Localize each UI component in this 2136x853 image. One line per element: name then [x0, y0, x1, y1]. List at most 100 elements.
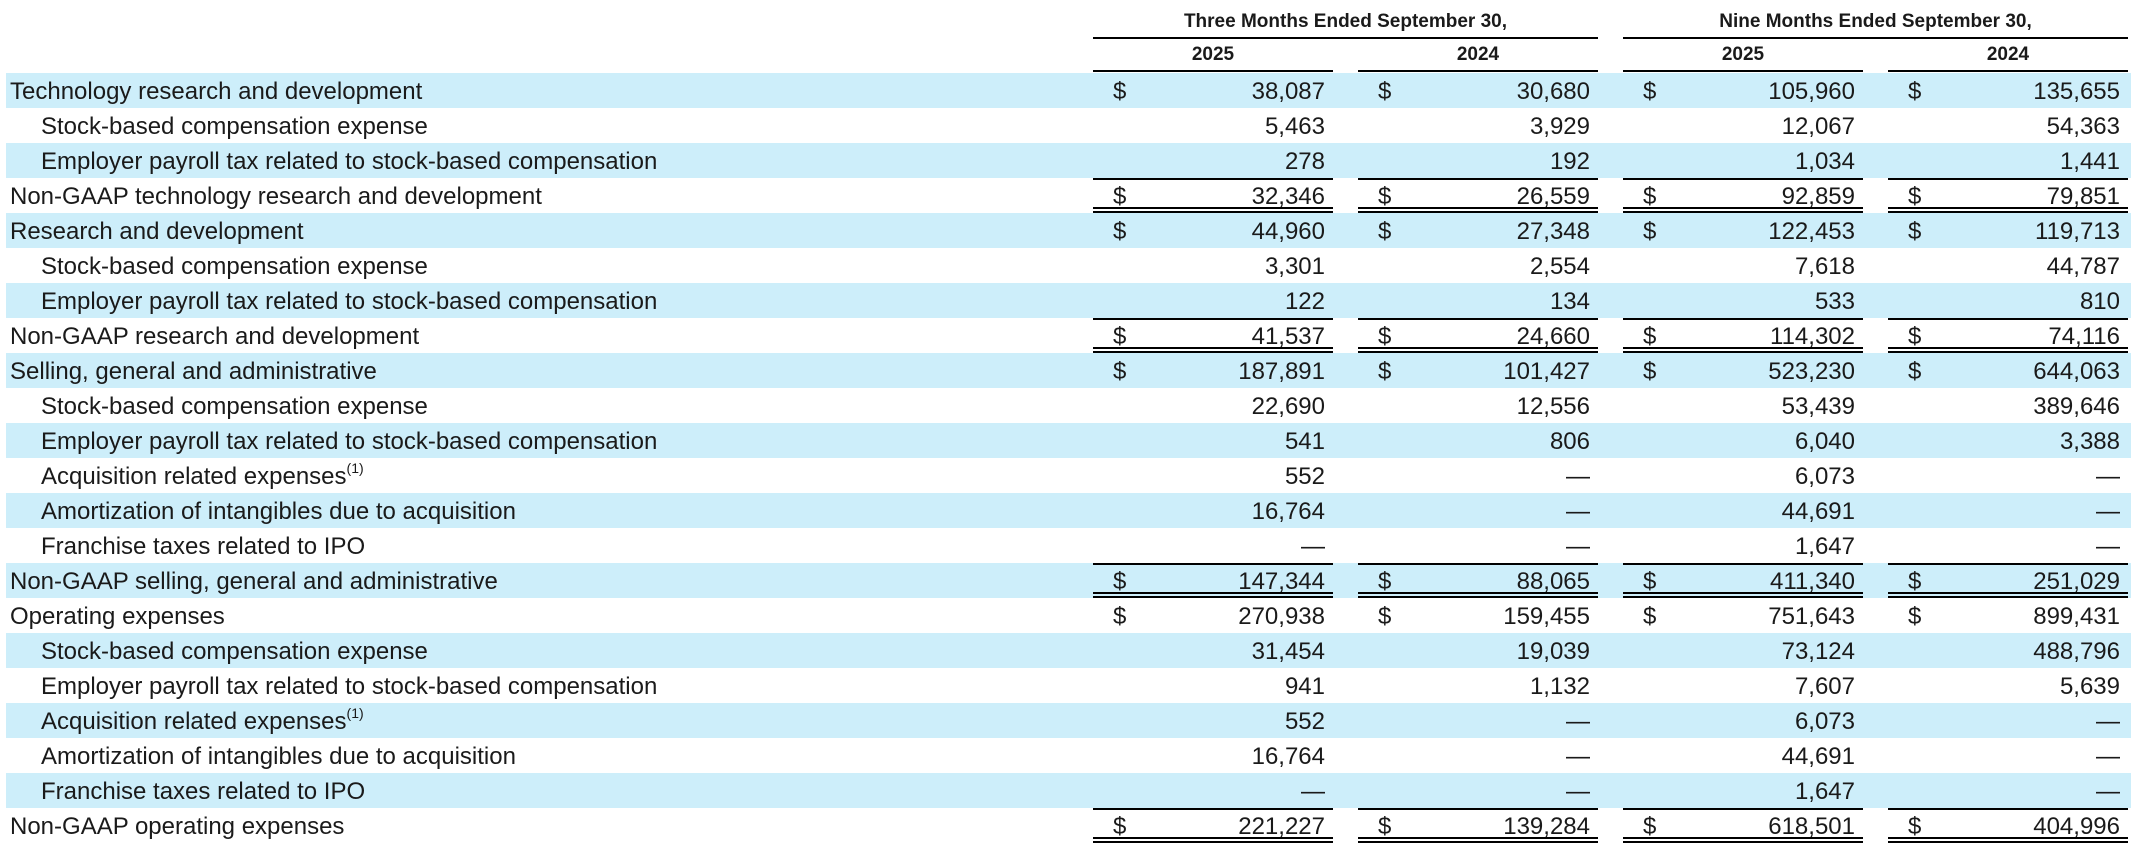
row-label: Non-GAAP operating expenses — [10, 808, 344, 843]
table-row: Non-GAAP technology research and develop… — [6, 178, 2131, 213]
table-row: Acquisition related expenses(1) 552 — 6,073… — [6, 703, 2131, 738]
cell-value: — — [1566, 498, 1590, 525]
row-label-text: Research and development — [10, 218, 304, 245]
row-label-text: Operating expenses — [10, 603, 225, 630]
cell-value: 6,073 — [1794, 463, 1855, 490]
dollar-sign: $ — [1908, 358, 1922, 385]
table-row: Stock-based compensation expense 31,454 19… — [6, 633, 2131, 668]
value-cell: 12,067 — [1623, 108, 1863, 143]
cell-value: 41,537 — [1251, 323, 1325, 350]
subtotal-rule — [1358, 563, 1598, 565]
cell-value: 114,302 — [1770, 323, 1855, 350]
cell-value: 1,034 — [1794, 148, 1855, 175]
cell-value: 6,073 — [1794, 708, 1855, 735]
cell-value: 899,431 — [2033, 603, 2120, 630]
dollar-sign: $ — [1643, 603, 1657, 630]
value-cell: 3,301 — [1093, 248, 1333, 283]
cell-value: 122,453 — [1768, 218, 1855, 245]
cell-value: — — [1566, 743, 1590, 770]
year-header: 2025 — [1721, 44, 1765, 65]
dollar-sign: $ — [1908, 78, 1922, 105]
value-cell: 12,556 — [1358, 388, 1598, 423]
total-double-rule — [1358, 207, 1598, 213]
table-row: Stock-based compensation expense 22,690 12… — [6, 388, 2131, 423]
cell-value: 19,039 — [1516, 638, 1590, 665]
value-cell: 7,607 — [1623, 668, 1863, 703]
cell-value: 38,087 — [1251, 78, 1325, 105]
total-double-rule — [1623, 347, 1863, 353]
value-cell: — — [1093, 528, 1333, 563]
row-label: Stock-based compensation expense — [41, 108, 428, 143]
table-row: Stock-based compensation expense 3,301 2,5… — [6, 248, 2131, 283]
value-cell: 941 — [1093, 668, 1333, 703]
cell-value: 278 — [1284, 148, 1325, 175]
table-row: Research and development $44,960 $27,348 $1… — [6, 213, 2131, 248]
value-cell: $523,230 — [1623, 353, 1863, 388]
value-cell: 2,554 — [1358, 248, 1598, 283]
total-double-rule — [1888, 837, 2128, 843]
cell-value: 618,501 — [1768, 813, 1855, 840]
value-cell: 5,463 — [1093, 108, 1333, 143]
value-cell: 533 — [1623, 283, 1863, 318]
total-double-rule — [1358, 837, 1598, 843]
total-double-rule — [1093, 347, 1333, 353]
cell-value: 16,764 — [1251, 498, 1325, 525]
total-double-rule — [1623, 592, 1863, 598]
dollar-sign: $ — [1113, 218, 1127, 245]
row-label: Franchise taxes related to IPO — [41, 528, 365, 563]
cell-value: — — [2096, 463, 2120, 490]
row-label-text: Amortization of intangibles due to acqui… — [41, 743, 516, 770]
cell-value: 119,713 — [2035, 218, 2120, 245]
value-cell: 1,441 — [1888, 143, 2128, 178]
year-header-rule — [1888, 70, 2128, 72]
value-cell: 488,796 — [1888, 633, 2128, 668]
row-label-text: Stock-based compensation expense — [41, 113, 428, 140]
subtotal-rule — [1358, 318, 1598, 320]
row-label: Non-GAAP selling, general and administra… — [10, 563, 498, 598]
value-cell: $404,996 — [1888, 808, 2128, 843]
cell-value: 6,040 — [1794, 428, 1855, 455]
group-header-three-months: Three Months Ended September 30, — [1183, 11, 1508, 32]
row-label: Employer payroll tax related to stock-ba… — [41, 668, 657, 703]
value-cell: $751,643 — [1623, 598, 1863, 633]
table-row: Non-GAAP selling, general and administra… — [6, 563, 2131, 598]
value-cell: 1,034 — [1623, 143, 1863, 178]
value-cell: $159,455 — [1358, 598, 1598, 633]
group-header-rule — [1623, 37, 2128, 39]
value-cell: 44,691 — [1623, 493, 1863, 528]
dollar-sign: $ — [1378, 183, 1392, 210]
row-label-text: Non-GAAP operating expenses — [10, 813, 345, 840]
dollar-sign: $ — [1908, 218, 1922, 245]
cell-value: — — [1301, 778, 1325, 805]
dollar-sign: $ — [1908, 568, 1922, 595]
cell-value: 221,227 — [1238, 813, 1325, 840]
dollar-sign: $ — [1113, 78, 1127, 105]
cell-value: 941 — [1284, 673, 1325, 700]
dollar-sign: $ — [1643, 183, 1657, 210]
value-cell: $101,427 — [1358, 353, 1598, 388]
cell-value: 187,891 — [1238, 358, 1325, 385]
cell-value: 3,388 — [2059, 428, 2120, 455]
cell-value: 44,691 — [1781, 743, 1855, 770]
row-label: Stock-based compensation expense — [41, 248, 428, 283]
row-label-text: Employer payroll tax related to stock-ba… — [41, 148, 658, 175]
value-cell: — — [1888, 493, 2128, 528]
row-label: Stock-based compensation expense — [41, 633, 428, 668]
cell-value: 22,690 — [1251, 393, 1325, 420]
dollar-sign: $ — [1643, 218, 1657, 245]
dollar-sign: $ — [1378, 603, 1392, 630]
value-cell: — — [1888, 738, 2128, 773]
row-label-text: Technology research and development — [10, 78, 423, 105]
total-double-rule — [1093, 207, 1333, 213]
value-cell: — — [1358, 493, 1598, 528]
cell-value: 1,647 — [1794, 778, 1855, 805]
cell-value: 7,607 — [1794, 673, 1855, 700]
table-row: Technology research and development $38,0… — [6, 73, 2131, 108]
total-double-rule — [1623, 207, 1863, 213]
value-cell: $187,891 — [1093, 353, 1333, 388]
row-label: Acquisition related expenses(1) — [41, 703, 364, 738]
table-row: Franchise taxes related to IPO — — 1,647 — — [6, 528, 2131, 563]
value-cell: 278 — [1093, 143, 1333, 178]
subtotal-rule — [1093, 318, 1333, 320]
dollar-sign: $ — [1378, 358, 1392, 385]
